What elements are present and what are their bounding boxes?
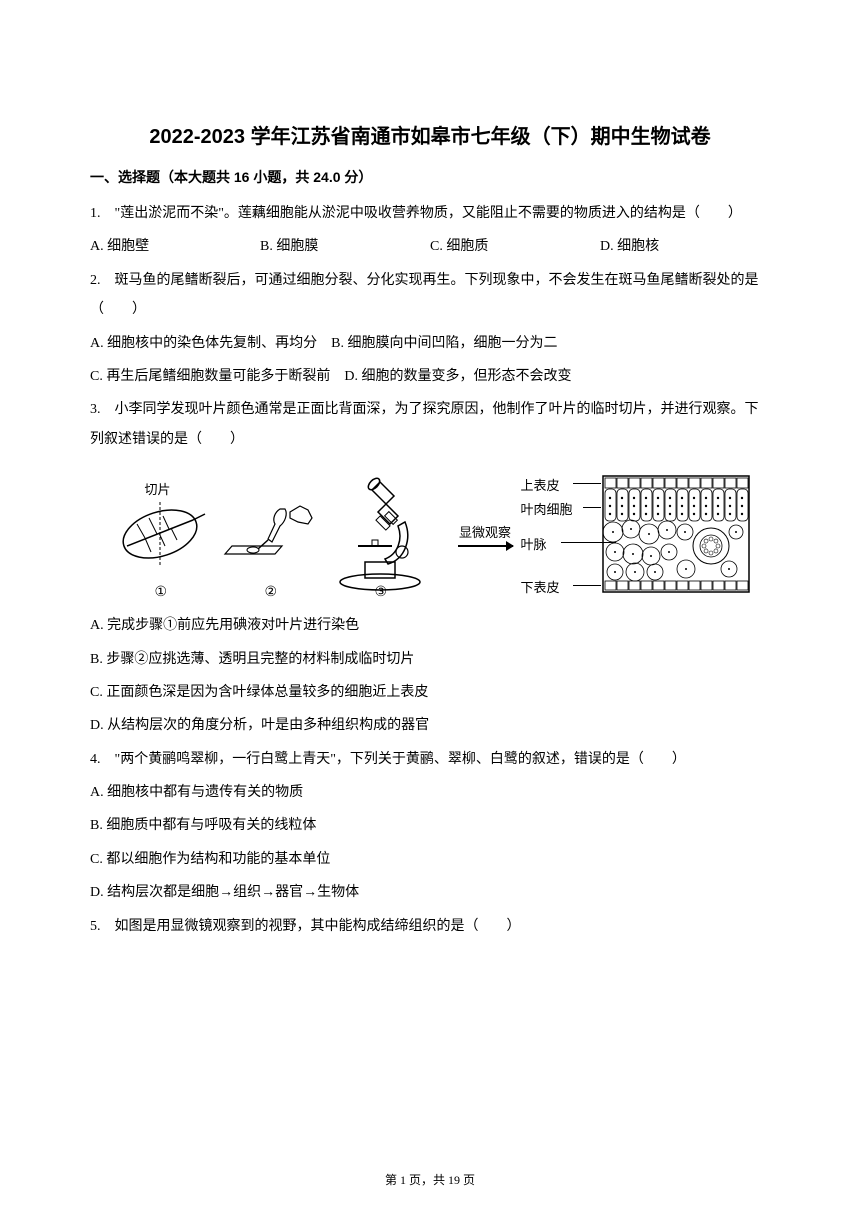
question-text: 1. "莲出淤泥而不染"。莲藕细胞能从淤泥中吸收营养物质，又能阻止不需要的物质进… (90, 199, 770, 228)
option-item: B. 细胞质中都有与呼吸有关的线粒体 (90, 811, 770, 840)
option-item: A. 细胞壁 (90, 232, 260, 261)
page-title: 2022-2023 学年江苏省南通市如皋市七年级（下）期中生物试卷 (90, 120, 770, 149)
option-item: D. 结构层次都是细胞→组织→器官→生物体 (90, 878, 770, 907)
section-header: 一、选择题（本大题共 16 小题，共 24.0 分） (90, 167, 770, 187)
questions-container: 1. "莲出淤泥而不染"。莲藕细胞能从淤泥中吸收营养物质，又能阻止不需要的物质进… (90, 199, 770, 941)
option-item: D. 细胞核 (600, 232, 770, 261)
figure-right-panel: 上表皮叶肉细胞叶脉下表皮 (521, 469, 751, 599)
microscope-icon (330, 474, 435, 594)
cell-layer-label: 下表皮 (521, 577, 560, 596)
label-connector-line (561, 542, 616, 543)
option-item: C. 都以细胞作为结构和功能的基本单位 (90, 845, 770, 874)
figure-number-label: ③ (375, 584, 388, 601)
question-text: 3. 小李同学发现叶片颜色通常是正面比背面深，为了探究原因，他制作了叶片的临时切… (90, 395, 770, 454)
cell-layer-label: 叶肉细胞 (521, 499, 573, 518)
option-item: B. 细胞膜 (260, 232, 430, 261)
question-text: 4. "两个黄鹂鸣翠柳，一行白鹭上青天"，下列关于黄鹂、翠柳、白鹭的叙述，错误的… (90, 745, 770, 774)
label-connector-line (583, 507, 601, 508)
page-footer: 第 1 页，共 19 页 (0, 1171, 860, 1188)
option-item: C. 再生后尾鳍细胞数量可能多于断裂前 D. 细胞的数量变多，但形态不会改变 (90, 362, 770, 391)
cell-layer-label: 上表皮 (521, 475, 560, 494)
options-row: A. 细胞壁B. 细胞膜C. 细胞质D. 细胞核 (90, 232, 770, 261)
option-item: C. 正面颜色深是因为含叶绿体总量较多的细胞近上表皮 (90, 678, 770, 707)
option-item: A. 细胞核中都有与遗传有关的物质 (90, 778, 770, 807)
figure-number-label: ① (155, 584, 168, 601)
figure-left-panel: 切片①②③ (110, 469, 450, 599)
option-item: B. 步骤②应挑选薄、透明且完整的材料制成临时切片 (90, 645, 770, 674)
option-item: A. 细胞核中的染色体先复制、再均分 B. 细胞膜向中间凹陷，细胞一分为二 (90, 329, 770, 358)
cell-layer-label: 叶脉 (521, 534, 547, 553)
leaf-cross-section-icon (601, 474, 751, 594)
label-connector-line (573, 585, 601, 586)
label-connector-line (573, 483, 601, 484)
option-item: A. 完成步骤①前应先用碘液对叶片进行染色 (90, 611, 770, 640)
question-text: 5. 如图是用显微镜观察到的视野，其中能构成结缔组织的是（ ） (90, 912, 770, 941)
arrow-label: 显微观察 (458, 522, 513, 547)
figure-number-label: ② (265, 584, 278, 601)
option-item: C. 细胞质 (430, 232, 600, 261)
question-figure: 切片①②③显微观察上表皮叶肉细胞叶脉下表皮 (90, 469, 770, 599)
question-text: 2. 斑马鱼的尾鳍断裂后，可通过细胞分裂、分化实现再生。下列现象中，不会发生在斑… (90, 266, 770, 325)
leaf-icon (115, 494, 210, 574)
hand-slide-icon (220, 504, 320, 579)
option-item: D. 从结构层次的角度分析，叶是由多种组织构成的器官 (90, 711, 770, 740)
